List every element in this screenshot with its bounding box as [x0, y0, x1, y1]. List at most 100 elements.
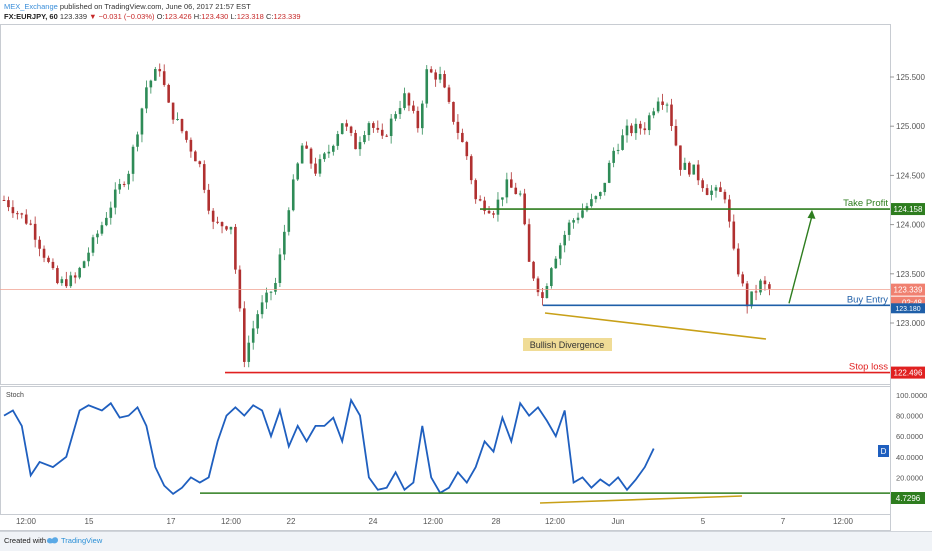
candle-body: [256, 314, 259, 329]
low-value: 123.318: [236, 12, 264, 21]
divergence-trendline[interactable]: [544, 312, 767, 340]
candle-body: [674, 125, 678, 146]
candle-body: [358, 142, 362, 150]
candle-body: [670, 104, 673, 126]
candle-body: [394, 114, 397, 119]
stoch-divergence-line[interactable]: [539, 495, 743, 504]
candle-body: [563, 234, 566, 246]
price-axis[interactable]: 125.500 125.000 124.500 124.000 123.500 123.0…: [890, 73, 925, 328]
candle-body: [131, 146, 135, 174]
candle-body: [572, 220, 575, 223]
candle-body: [621, 135, 624, 150]
candle-body: [554, 258, 558, 269]
author-link[interactable]: MEX_Exchange: [4, 2, 58, 11]
time-tick-label: 12:00: [545, 517, 566, 526]
candle-body: [167, 84, 170, 103]
price-tick-label: 124.500: [896, 171, 925, 180]
stoch-tick-label: 20.0000: [896, 473, 923, 482]
candle-body: [483, 200, 486, 211]
candle-body: [745, 283, 749, 307]
arrow-head-icon: [807, 209, 816, 219]
candle-body: [309, 148, 313, 164]
candle-body: [736, 248, 740, 275]
candle-body: [452, 101, 455, 122]
target-arrow[interactable]: [788, 215, 813, 304]
candle-body: [238, 269, 242, 309]
price-tick-label: 125.500: [896, 73, 925, 82]
candle-body: [180, 119, 184, 132]
candle-body: [469, 156, 473, 181]
time-tick-label: 17: [167, 517, 176, 526]
stoch-axis[interactable]: 100.000080.000060.000040.000020.00000.00…: [896, 391, 927, 503]
candle-body: [647, 115, 651, 131]
stoch-pane-frame: [0, 386, 891, 515]
stoch-tick-label: 40.0000: [896, 453, 923, 462]
candle-body: [723, 191, 727, 200]
candle-body: [701, 180, 704, 189]
candle-body: [198, 161, 202, 165]
time-tick-label: 15: [85, 517, 94, 526]
candle-body: [300, 145, 304, 164]
high-value: 123.430: [201, 12, 229, 21]
candle-body: [656, 101, 660, 112]
candle-body: [652, 111, 655, 116]
candle-body: [251, 328, 255, 343]
candle-body: [354, 132, 357, 150]
stoch-series-line[interactable]: [3, 397, 655, 496]
candle-body: [541, 292, 544, 299]
candle-body: [225, 226, 228, 230]
time-tick-label: 22: [287, 517, 296, 526]
candle-body: [20, 213, 24, 215]
time-tick-label: 12:00: [16, 517, 37, 526]
stoch-series-tag-text: D: [881, 447, 887, 456]
price-tick-label: 123.500: [896, 270, 925, 279]
candle-body: [594, 196, 598, 200]
candle-body: [443, 74, 446, 88]
candle-body: [87, 252, 90, 262]
time-tick-label: 24: [369, 517, 378, 526]
candle-body: [260, 302, 264, 315]
candle-body: [29, 223, 32, 225]
candle-body: [318, 159, 322, 174]
publish-line: MEX_Exchange published on TradingView.co…: [4, 2, 301, 12]
created-with-text: Created with: [4, 536, 47, 545]
candle-body: [558, 245, 562, 259]
candle-body: [363, 135, 366, 143]
time-axis[interactable]: 12:00 15 17 12:00 22 24 12:00 28 12:00 Jun 5 7 12:00: [16, 517, 854, 526]
candle-body: [403, 93, 406, 109]
candle-body: [33, 223, 37, 240]
tradingview-brand-link[interactable]: TradingView: [61, 536, 103, 545]
candle-body: [683, 162, 687, 170]
candle-body: [100, 225, 104, 234]
candle-body: [501, 197, 504, 200]
candle-body: [465, 142, 469, 157]
candle-body: [438, 74, 442, 80]
candle-body: [492, 213, 495, 215]
candle-body: [332, 145, 335, 152]
candle-body: [599, 192, 602, 197]
stoch-tick-label: 80.0000: [896, 412, 923, 421]
candle-body: [109, 207, 113, 218]
candle-body: [96, 233, 99, 238]
candle-body: [719, 187, 722, 192]
candle-body: [545, 286, 549, 299]
stop-loss-price: 122.496: [894, 369, 923, 378]
candle-body: [688, 162, 691, 175]
published-text: published on TradingView.com, June 06, 2…: [59, 2, 251, 11]
candle-body: [265, 292, 268, 303]
time-tick-label: 12:00: [221, 517, 242, 526]
candle-body: [634, 123, 638, 134]
candle-body: [2, 200, 6, 201]
candle-body: [474, 180, 477, 200]
candle-body: [590, 199, 593, 207]
candles-group: [2, 63, 771, 368]
candle-body: [296, 163, 299, 180]
candle-body: [340, 123, 344, 135]
stop-loss-label: Stop loss: [849, 362, 888, 373]
candle-body: [380, 129, 384, 136]
chart-canvas[interactable]: Take Profit Buy Entry Stop loss Bullish …: [0, 0, 932, 531]
candle-body: [202, 164, 206, 190]
candle-body: [705, 188, 709, 195]
candle-body: [51, 261, 55, 269]
footer-bar: Created with TradingView: [0, 531, 932, 551]
